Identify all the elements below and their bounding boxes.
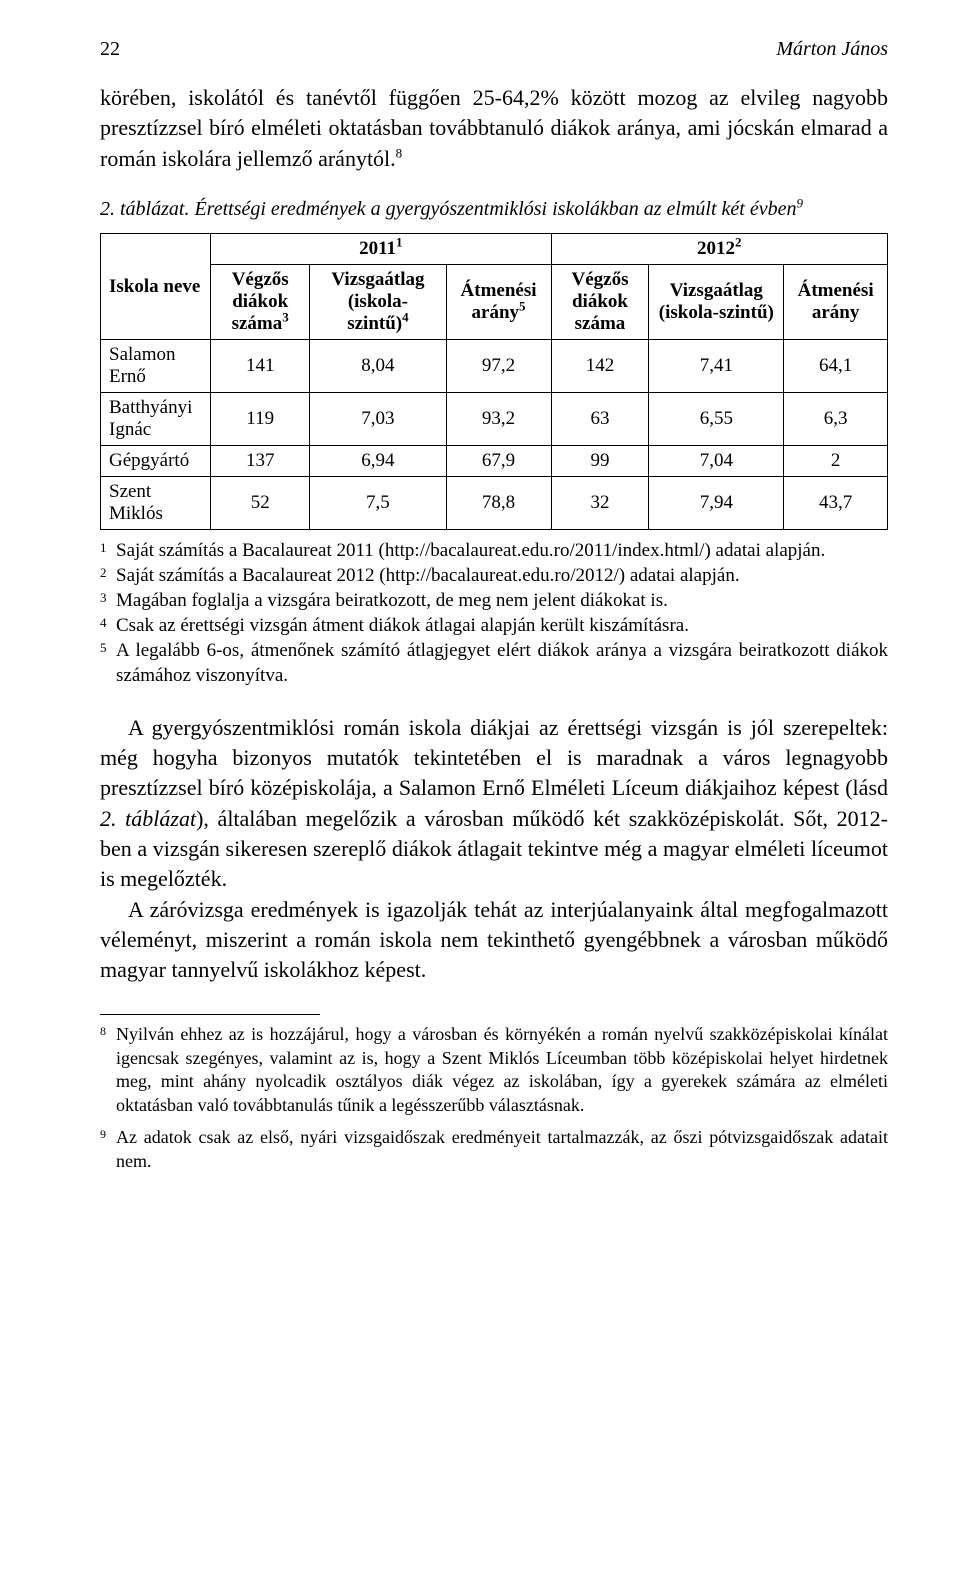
col-group-2011-sup: 1: [396, 235, 403, 250]
row-name: Szent Miklós: [101, 477, 211, 530]
intro-text: körében, iskolától és tanévtől függően 2…: [100, 85, 888, 171]
col-group-2012-sup: 2: [735, 235, 742, 250]
page-header: 22 Márton János: [100, 38, 888, 61]
cell: 7,94: [649, 477, 784, 530]
col-2011-grads: Végzős diákok száma3: [211, 265, 310, 340]
footnote-marker: 5: [100, 639, 116, 656]
cell: 119: [211, 393, 310, 446]
cell: 141: [211, 340, 310, 393]
col-2012-avg: Vizsgaátlag (iskola-szintű): [649, 265, 784, 340]
col-2011-grads-label: Végzős diákok száma: [232, 269, 289, 334]
row-name: Batthyányi Ignác: [101, 393, 211, 446]
cell: 93,2: [446, 393, 551, 446]
table-footnotes: 1 Saját számítás a Bacalaureat 2011 (htt…: [100, 538, 888, 688]
col-school: Iskola neve: [101, 234, 211, 340]
body-p1-post: ), általában megelőzik a városban működő…: [100, 806, 888, 892]
cell: 2: [784, 446, 888, 477]
col-2011-pass: Átmenési arány5: [446, 265, 551, 340]
page: 22 Márton János körében, iskolától és ta…: [0, 0, 960, 1571]
table-body: Salamon Ernő 141 8,04 97,2 142 7,41 64,1…: [101, 340, 888, 530]
cell: 142: [551, 340, 649, 393]
table-caption-label: 2. táblázat.: [100, 198, 189, 220]
footnote-text: Saját számítás a Bacalaureat 2012 (http:…: [116, 563, 888, 588]
body-p1-emph: 2. táblázat: [100, 806, 196, 831]
page-footnote: 8 Nyilván ehhez az is hozzájárul, hogy a…: [100, 1023, 888, 1118]
cell: 7,04: [649, 446, 784, 477]
col-2011-grads-sup: 3: [282, 310, 289, 325]
cell: 52: [211, 477, 310, 530]
cell: 8,04: [310, 340, 446, 393]
cell: 43,7: [784, 477, 888, 530]
body-p1-pre: A gyergyószentmiklósi román iskola diákj…: [100, 715, 888, 801]
footnote-marker: 4: [100, 614, 116, 631]
footnote-text: A legalább 6-os, átmenőnek számító átlag…: [116, 638, 888, 688]
cell: 7,03: [310, 393, 446, 446]
footnote-text: Nyilván ehhez az is hozzájárul, hogy a v…: [116, 1023, 888, 1118]
cell: 6,3: [784, 393, 888, 446]
footnote-text: Magában foglalja a vizsgára beiratkozott…: [116, 588, 888, 613]
table-row: Salamon Ernő 141 8,04 97,2 142 7,41 64,1: [101, 340, 888, 393]
page-number: 22: [100, 38, 120, 61]
footnote-text: Saját számítás a Bacalaureat 2011 (http:…: [116, 538, 888, 563]
table-caption-footnote-ref: 9: [796, 195, 803, 210]
footnote-marker: 8: [100, 1024, 116, 1040]
col-group-2011-label: 2011: [359, 238, 396, 259]
footnote-marker: 1: [100, 539, 116, 556]
col-group-2012: 20122: [551, 234, 887, 265]
intro-paragraph: körében, iskolától és tanévtől függően 2…: [100, 83, 888, 174]
table-footnote: 3 Magában foglalja a vizsgára beiratkozo…: [100, 588, 888, 613]
cell: 7,5: [310, 477, 446, 530]
cell: 63: [551, 393, 649, 446]
cell: 32: [551, 477, 649, 530]
table-header-row-1: Iskola neve 20111 20122: [101, 234, 888, 265]
table-row: Gépgyártó 137 6,94 67,9 99 7,04 2: [101, 446, 888, 477]
page-footnotes: 8 Nyilván ehhez az is hozzájárul, hogy a…: [100, 1023, 888, 1174]
row-name: Gépgyártó: [101, 446, 211, 477]
col-group-2011: 20111: [211, 234, 552, 265]
col-2011-avg-sup: 4: [402, 310, 409, 325]
col-2012-pass: Átmenési arány: [784, 265, 888, 340]
footnote-marker: 2: [100, 564, 116, 581]
cell: 6,94: [310, 446, 446, 477]
col-2011-avg-label: Vizsgaátlag (iskola-szintű): [331, 269, 424, 334]
author-name: Márton János: [776, 38, 888, 61]
row-name: Salamon Ernő: [101, 340, 211, 393]
table-row: Szent Miklós 52 7,5 78,8 32 7,94 43,7: [101, 477, 888, 530]
table-row: Batthyányi Ignác 119 7,03 93,2 63 6,55 6…: [101, 393, 888, 446]
col-2011-pass-sup: 5: [519, 299, 526, 314]
cell: 137: [211, 446, 310, 477]
body-section: A gyergyószentmiklósi román iskola diákj…: [100, 713, 888, 986]
page-footnote: 9 Az adatok csak az első, nyári vizsgaid…: [100, 1126, 888, 1174]
cell: 67,9: [446, 446, 551, 477]
table-footnote: 5 A legalább 6-os, átmenőnek számító átl…: [100, 638, 888, 688]
body-paragraph-1: A gyergyószentmiklósi román iskola diákj…: [100, 713, 888, 895]
table-header-row-2: Végzős diákok száma3 Vizsgaátlag (iskola…: [101, 265, 888, 340]
footnote-text: Az adatok csak az első, nyári vizsgaidős…: [116, 1126, 888, 1174]
results-table: Iskola neve 20111 20122 Végzős diákok sz…: [100, 233, 888, 530]
table-footnote: 1 Saját számítás a Bacalaureat 2011 (htt…: [100, 538, 888, 563]
cell: 97,2: [446, 340, 551, 393]
cell: 6,55: [649, 393, 784, 446]
table-head: Iskola neve 20111 20122 Végzős diákok sz…: [101, 234, 888, 340]
cell: 7,41: [649, 340, 784, 393]
cell: 78,8: [446, 477, 551, 530]
body-paragraph-2: A záróvizsga eredmények is igazolják teh…: [100, 895, 888, 986]
table-caption: 2. táblázat. Érettségi eredmények a gyer…: [100, 198, 888, 221]
table-footnote: 4 Csak az érettségi vizsgán átment diáko…: [100, 613, 888, 638]
col-2012-grads: Végzős diákok száma: [551, 265, 649, 340]
intro-footnote-ref: 8: [396, 145, 403, 160]
footnote-rule: [100, 1014, 320, 1015]
table-footnote: 2 Saját számítás a Bacalaureat 2012 (htt…: [100, 563, 888, 588]
footnote-text: Csak az érettségi vizsgán átment diákok …: [116, 613, 888, 638]
footnote-marker: 9: [100, 1127, 116, 1143]
cell: 64,1: [784, 340, 888, 393]
footnote-marker: 3: [100, 589, 116, 606]
col-group-2012-label: 2012: [697, 238, 735, 259]
col-2011-avg: Vizsgaátlag (iskola-szintű)4: [310, 265, 446, 340]
cell: 99: [551, 446, 649, 477]
table-caption-text: Érettségi eredmények a gyergyószentmikló…: [194, 198, 796, 220]
